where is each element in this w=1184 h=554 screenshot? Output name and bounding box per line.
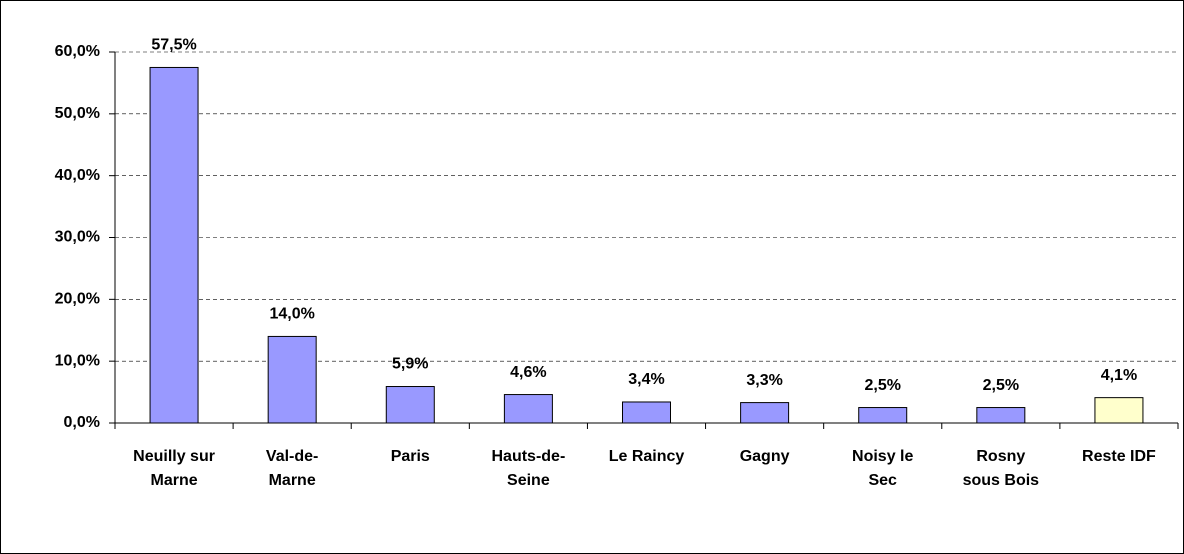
y-tick-label: 60,0% — [55, 43, 100, 60]
x-tick-label: Val-de-Marne — [265, 448, 319, 489]
bar — [1094, 397, 1144, 424]
value-label: 2,5% — [864, 377, 900, 394]
value-label: 4,1% — [1101, 367, 1137, 384]
bar — [385, 386, 435, 424]
bar — [149, 66, 199, 424]
y-tick-label: 50,0% — [55, 105, 100, 122]
value-label: 4,6% — [510, 364, 546, 381]
value-label: 3,4% — [628, 371, 664, 388]
y-tick-label: 40,0% — [55, 167, 100, 184]
x-tick-label: Neuilly sur Marne — [133, 448, 215, 489]
y-tick-label: 10,0% — [55, 352, 100, 369]
value-label: 14,0% — [269, 306, 314, 323]
bar — [267, 335, 317, 424]
y-tick-label: 20,0% — [55, 291, 100, 308]
bar — [740, 402, 790, 424]
value-label: 5,9% — [392, 356, 428, 373]
y-tick-label: 30,0% — [55, 229, 100, 246]
y-tick-label: 0,0% — [64, 414, 100, 431]
x-tick-label: Paris — [390, 448, 430, 465]
x-tick-label: Noisy le Sec — [852, 448, 914, 489]
x-tick-label: Reste IDF — [1082, 448, 1156, 465]
x-tick-label: Hauts-de-Seine — [491, 448, 566, 489]
value-label: 2,5% — [983, 377, 1019, 394]
bar — [858, 407, 908, 424]
bar — [976, 407, 1026, 424]
x-tick-label: Le Raincy — [608, 448, 685, 465]
x-tick-label: Gagny — [739, 448, 790, 465]
value-label: 3,3% — [746, 372, 782, 389]
bar — [622, 401, 671, 424]
bar — [503, 394, 553, 424]
value-label: 57,5% — [151, 37, 196, 54]
x-tick-label: Rosny sous Bois — [962, 448, 1040, 489]
